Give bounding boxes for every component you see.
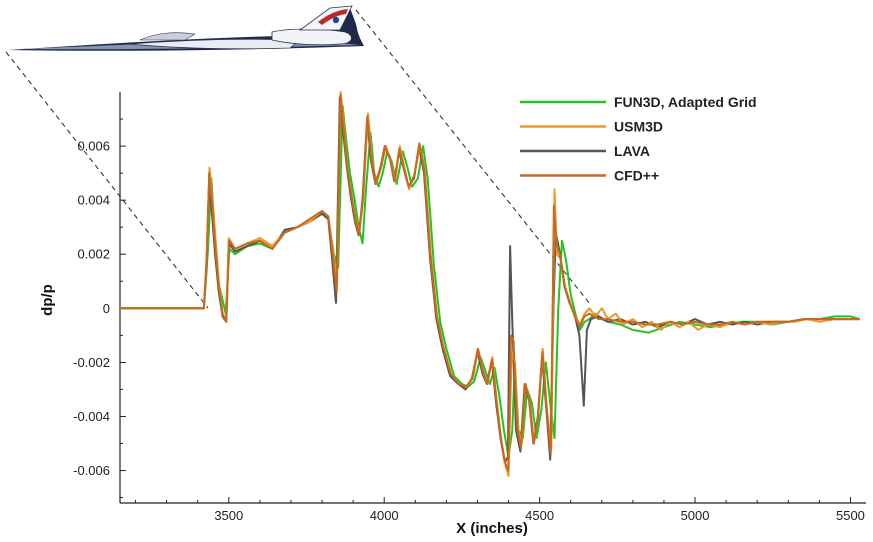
series-line-usm3d xyxy=(120,91,860,477)
aircraft-illustration xyxy=(8,5,364,51)
y-axis-title: dp/p xyxy=(39,284,56,316)
y-tick-label: 0.002 xyxy=(77,247,110,262)
aircraft-canopy xyxy=(139,32,196,41)
aircraft-tail-stripe xyxy=(318,9,348,25)
legend-label-fun3d-adapted-grid: FUN3D, Adapted Grid xyxy=(614,94,757,110)
y-ticks: -0.006 -0.004 -0.002 0 0.002 0.004 0.006 xyxy=(73,118,126,499)
series-line-cfd xyxy=(120,93,860,472)
legend-label-cfd: CFD++ xyxy=(614,168,659,184)
y-tick-label: 0.004 xyxy=(77,193,110,208)
y-tick-label: -0.004 xyxy=(73,409,110,424)
aircraft-tail-logo xyxy=(332,16,340,24)
legend-label-usm3d: USM3D xyxy=(614,119,663,135)
series-layer xyxy=(120,91,861,477)
y-tick-label: -0.002 xyxy=(73,355,110,370)
x-tick-label: 3500 xyxy=(214,508,243,523)
legend-label-lava: LAVA xyxy=(614,143,650,159)
x-tick-label: 5000 xyxy=(681,508,710,523)
aircraft-nacelle xyxy=(271,28,352,46)
x-tick-label: 5500 xyxy=(836,508,865,523)
x-axis-title: X (inches) xyxy=(456,520,528,537)
x-ticks: 3500 4000 4500 5000 5500 xyxy=(135,497,865,523)
y-tick-label: 0 xyxy=(103,301,110,316)
y-tick-label: -0.006 xyxy=(73,463,110,478)
x-tick-label: 4500 xyxy=(525,508,554,523)
y-tick-label: 0.006 xyxy=(77,139,110,154)
callout-line-left xyxy=(5,51,209,309)
x-tick-label: 4000 xyxy=(370,508,399,523)
series-line-fun3d-adapted-grid xyxy=(120,104,861,458)
axes: 3500 4000 4500 5000 5500 -0.006 -0.004 -0.002 0… xyxy=(73,92,866,523)
series-line-lava xyxy=(120,96,860,464)
legend: FUN3D, Adapted Grid USM3D LAVA CFD++ xyxy=(520,94,757,184)
